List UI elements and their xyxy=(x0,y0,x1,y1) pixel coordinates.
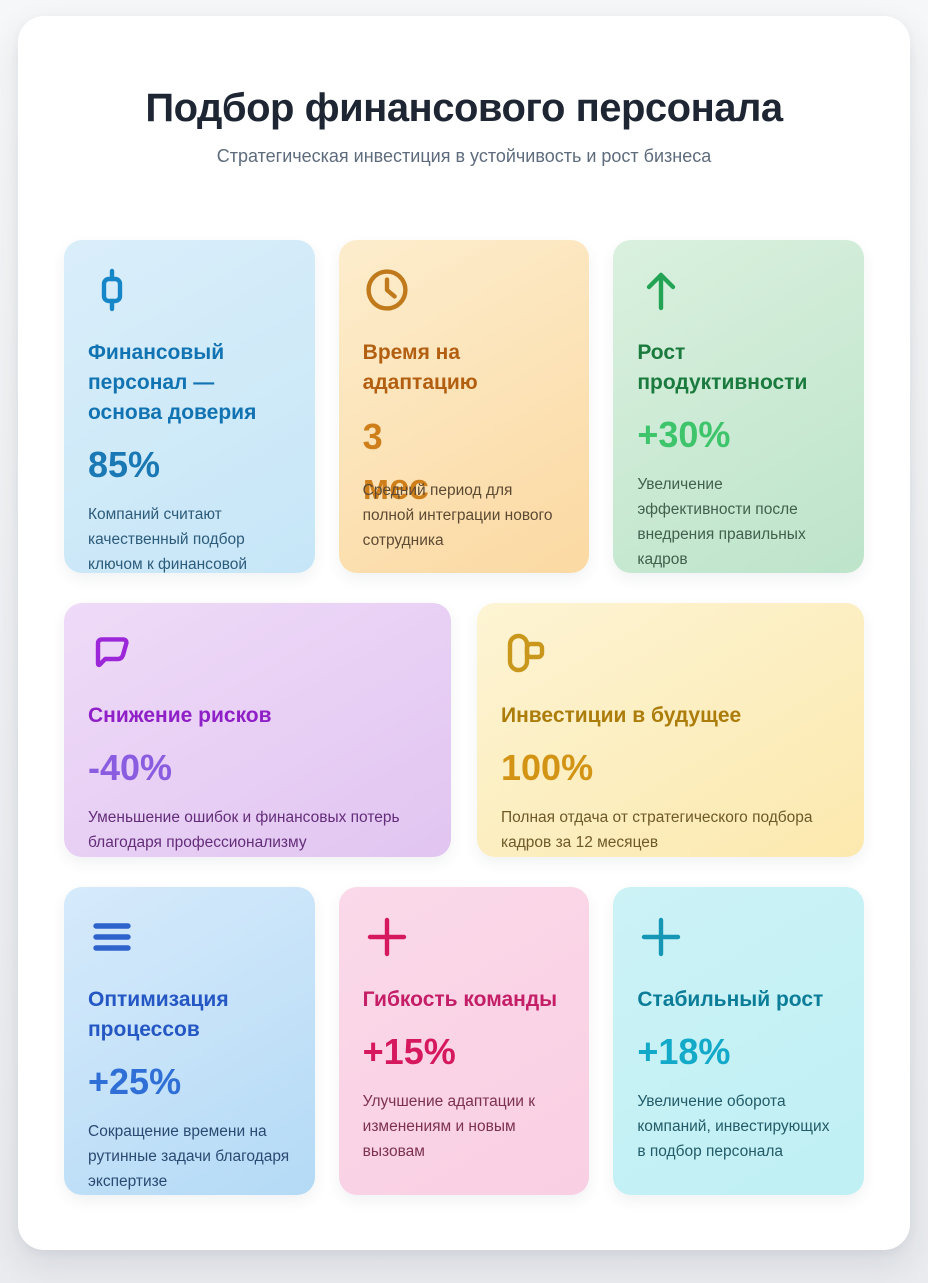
card-description: Компаний считают качественный подбор клю… xyxy=(88,506,248,573)
card-title: Финансовый персонал — основа доверия xyxy=(88,341,257,424)
card-financial-staff-trust: Финансовый персонал — основа доверия 85%… xyxy=(64,240,315,573)
card-title: Инвестиции в будущее xyxy=(501,704,742,727)
plus-icon xyxy=(363,913,411,961)
card-description: Полная отдача от стратегического подбора… xyxy=(501,809,813,851)
card-description: Улучшение адаптации к изменениям и новым… xyxy=(362,1093,536,1160)
card-team-flexibility: Гибкость команды +15% Улучшение адаптаци… xyxy=(338,887,590,1195)
card-title: Время на адаптацию xyxy=(362,341,478,394)
stats-row-3: Оптимизация процессов +25% Сокращение вр… xyxy=(64,887,864,1195)
candlestick-icon xyxy=(88,266,136,314)
card-description: Средний период для полной интеграции нов… xyxy=(362,482,553,549)
card-process-optimization: Оптимизация процессов +25% Сокращение вр… xyxy=(64,887,315,1195)
plus-icon xyxy=(637,913,685,961)
arrow-up-icon xyxy=(637,266,685,314)
card-risk-reduction: Снижение рисков -40% Уменьшение ошибок и… xyxy=(64,603,451,857)
card-value: 3 мес xyxy=(362,416,429,507)
stats-row-1: Финансовый персонал — основа доверия 85%… xyxy=(64,240,864,573)
card-description: Сокращение времени на рутинные задачи бл… xyxy=(88,1123,290,1190)
card-value: -40% xyxy=(88,747,173,788)
card-description: Увеличение оборота компаний, инвестирующ… xyxy=(637,1093,830,1160)
capsule-icon xyxy=(501,629,549,677)
menu-icon xyxy=(88,913,136,961)
page-title: Подбор финансового персонала xyxy=(145,86,783,130)
card-stable-growth: Стабильный рост +18% Увеличение оборота … xyxy=(613,887,864,1195)
card-title: Стабильный рост xyxy=(637,988,824,1011)
infographic-sheet: Подбор финансового персонала Стратегичес… xyxy=(18,16,910,1250)
page-subtitle: Стратегическая инвестиция в устойчивость… xyxy=(216,146,712,166)
card-value: 85% xyxy=(88,444,161,485)
card-value: +15% xyxy=(362,1031,456,1072)
card-value: +30% xyxy=(637,414,731,455)
stats-row-2: Снижение рисков -40% Уменьшение ошибок и… xyxy=(64,603,864,857)
card-value: +18% xyxy=(637,1031,731,1072)
card-title: Рост продуктивности xyxy=(637,341,808,394)
message-flag-icon xyxy=(88,629,136,677)
card-value: +25% xyxy=(88,1061,182,1102)
card-title: Оптимизация процессов xyxy=(88,988,229,1041)
card-description: Увеличение эффективности после внедрения… xyxy=(637,476,806,568)
card-productivity-growth: Рост продуктивности +30% Увеличение эффе… xyxy=(613,240,864,573)
clock-icon xyxy=(363,266,411,314)
card-value: 100% xyxy=(501,747,594,788)
card-title: Гибкость команды xyxy=(362,988,558,1011)
card-title: Снижение рисков xyxy=(88,704,272,727)
card-future-investment: Инвестиции в будущее 100% Полная отдача … xyxy=(477,603,864,857)
card-adaptation-time: Время на адаптацию 3 мес Средний период … xyxy=(338,240,590,573)
card-description: Уменьшение ошибок и финансовых потерь бл… xyxy=(88,809,400,851)
